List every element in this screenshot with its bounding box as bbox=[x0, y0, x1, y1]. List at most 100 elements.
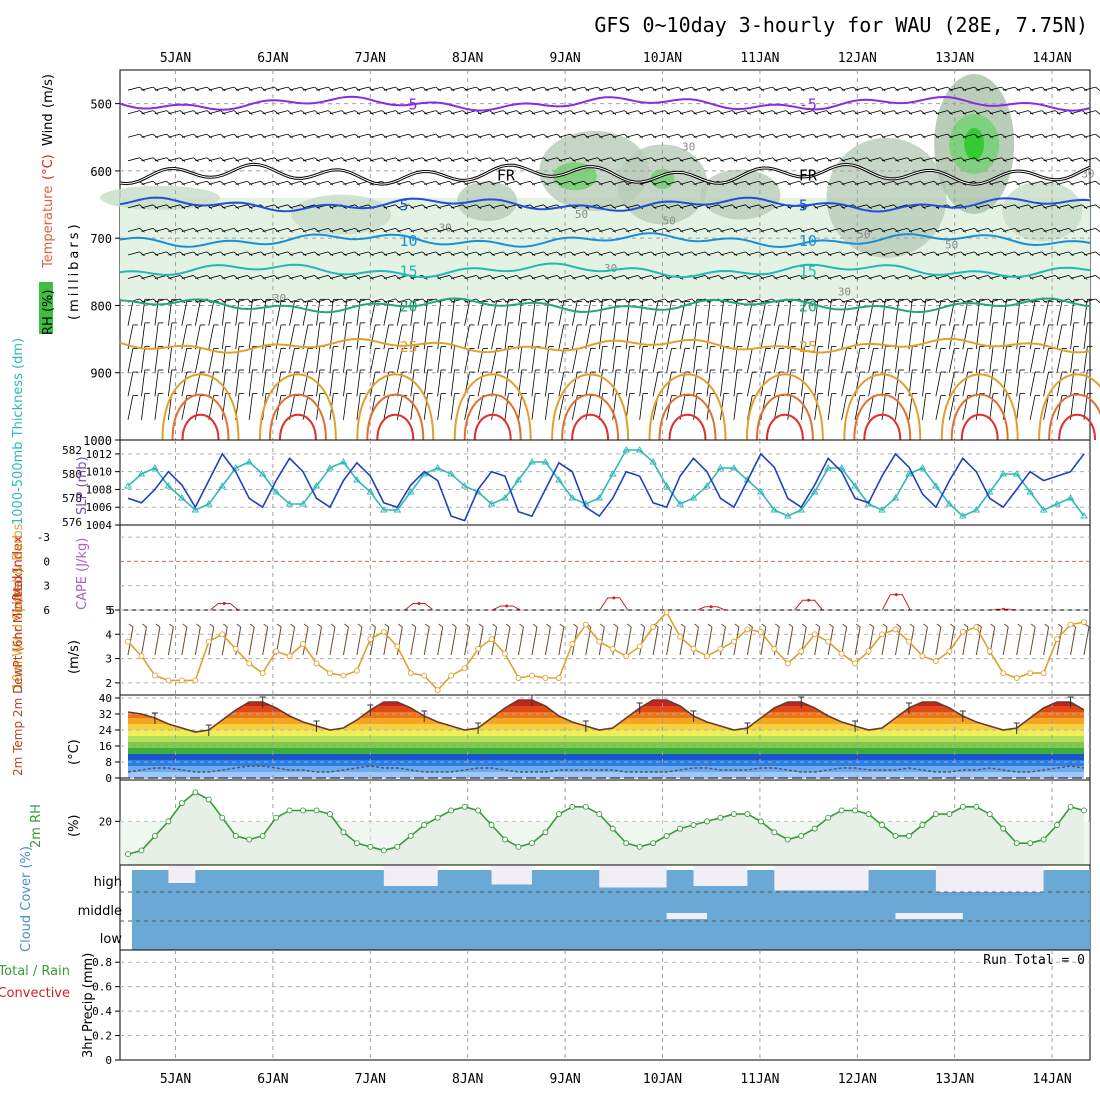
wind-barb bbox=[1029, 324, 1036, 350]
wind10m-barb-flag bbox=[573, 623, 578, 628]
wind-barb bbox=[908, 275, 921, 279]
wind-barb bbox=[208, 251, 221, 256]
wind-barb bbox=[814, 86, 827, 91]
series-point bbox=[1053, 500, 1061, 507]
wind-barb bbox=[1056, 275, 1069, 279]
wind-barb-flag bbox=[220, 157, 226, 163]
wind-barb bbox=[195, 227, 208, 232]
wind-barb-flag bbox=[677, 228, 684, 233]
precip-tick-label: 0.2 bbox=[92, 1030, 112, 1043]
wind-barb bbox=[598, 299, 604, 326]
wind-barb bbox=[235, 298, 248, 303]
wind-barb bbox=[612, 227, 625, 232]
wind-barb bbox=[518, 86, 531, 91]
wind-barb-flag bbox=[731, 157, 738, 163]
wind-barb bbox=[612, 251, 625, 256]
wind-barb bbox=[545, 369, 550, 397]
series-point bbox=[353, 476, 361, 483]
wind-barb bbox=[168, 180, 181, 185]
wind-barb-flag bbox=[247, 228, 253, 233]
wind10m-barb-flag bbox=[169, 623, 174, 628]
thickness-tick-label: 582 bbox=[62, 444, 82, 457]
wind-barb bbox=[1030, 133, 1042, 138]
wind-barb bbox=[666, 251, 679, 256]
wind-barb bbox=[652, 301, 659, 326]
wind-barb-flag bbox=[974, 275, 980, 280]
wind-barb-flag bbox=[502, 204, 509, 210]
wind-barb bbox=[949, 227, 962, 232]
series-point bbox=[891, 494, 900, 501]
temp-band bbox=[128, 766, 1084, 772]
wind-barb bbox=[276, 275, 288, 279]
series-point bbox=[811, 825, 818, 832]
wind-barb-flag bbox=[879, 180, 886, 186]
wind-barb bbox=[370, 275, 383, 279]
series-point bbox=[810, 488, 819, 495]
wind-barb bbox=[1043, 157, 1056, 162]
wind-barb-flag bbox=[624, 133, 630, 139]
wind-barb-flag bbox=[1028, 86, 1034, 92]
rh-high-patch bbox=[964, 128, 985, 160]
wind-barb bbox=[572, 157, 585, 162]
isotherm-label: 10 bbox=[400, 232, 418, 250]
series-point bbox=[852, 807, 859, 814]
ylabel-cape: CAPE (J/kg) bbox=[75, 538, 90, 610]
wind-barb bbox=[518, 157, 531, 162]
wind-barb-flag bbox=[395, 228, 401, 233]
wind-barb-flag bbox=[583, 86, 590, 92]
wind-barb bbox=[235, 322, 240, 350]
wind-barb bbox=[747, 180, 760, 185]
wind-barb bbox=[720, 275, 733, 279]
wind-barb bbox=[531, 110, 544, 115]
wind-barb bbox=[531, 157, 544, 162]
wind-barb-flag bbox=[610, 298, 617, 304]
wind-barb-flag bbox=[556, 86, 563, 92]
wind-barb-flag bbox=[826, 86, 832, 92]
wind-barb bbox=[1030, 110, 1042, 115]
wind-barb bbox=[774, 110, 787, 115]
wind-barb bbox=[572, 275, 585, 279]
wind-barb-flag bbox=[597, 180, 603, 186]
wind-barb-flag bbox=[906, 86, 913, 92]
wind-barb bbox=[989, 86, 1002, 91]
wind-barb-flag bbox=[731, 228, 738, 233]
wind-barb bbox=[141, 393, 146, 420]
wind-barb-flag bbox=[624, 204, 630, 210]
wind-barb bbox=[531, 369, 536, 397]
series-point bbox=[986, 811, 993, 818]
wind-barb-flag bbox=[610, 180, 617, 186]
wind-barb bbox=[827, 393, 832, 420]
wind-barb bbox=[666, 371, 672, 397]
wind-barb bbox=[531, 322, 536, 350]
rh-patch bbox=[291, 194, 392, 235]
wind-barb-flag bbox=[906, 228, 913, 233]
wind-barb bbox=[895, 299, 900, 326]
pressure-tick-label: 600 bbox=[90, 165, 112, 179]
wind-barb bbox=[276, 251, 288, 256]
wind-barb bbox=[222, 251, 234, 256]
wind-barb-flag bbox=[233, 180, 240, 186]
wind10m-barb bbox=[302, 626, 309, 656]
wind-barb bbox=[451, 275, 463, 279]
wind-barb-flag bbox=[691, 157, 697, 163]
wind-barb bbox=[222, 110, 234, 115]
wind-barb bbox=[720, 251, 733, 256]
wind-barb bbox=[208, 110, 221, 115]
wind-barb-flag bbox=[624, 86, 630, 92]
series-point bbox=[649, 458, 657, 465]
wind-barb bbox=[450, 393, 455, 420]
wind-barb-flag bbox=[193, 133, 199, 139]
wind10m-barb-flag bbox=[303, 623, 309, 628]
wind-barb-flag bbox=[556, 228, 563, 233]
wind-barb bbox=[545, 157, 558, 162]
wind-barb-flag bbox=[233, 275, 240, 280]
wind-barb bbox=[181, 275, 194, 279]
wind-barb-flag bbox=[866, 228, 872, 233]
wind-barb-flag bbox=[139, 228, 145, 233]
series-point bbox=[380, 628, 387, 635]
wind-barb bbox=[397, 180, 409, 185]
wind-barb bbox=[572, 86, 585, 91]
wind-barb bbox=[545, 204, 558, 209]
